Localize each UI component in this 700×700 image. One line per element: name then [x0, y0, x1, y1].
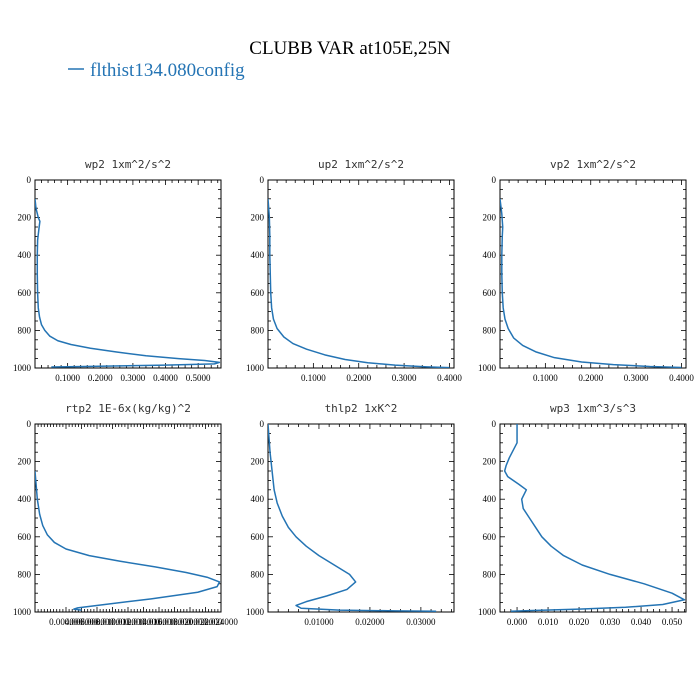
x-tick-label: 0.050	[662, 617, 683, 627]
y-tick-label: 0	[492, 175, 497, 185]
x-tick-label: 0.3000	[624, 373, 649, 383]
x-tick-label: 0.4000	[153, 373, 178, 383]
y-tick-label: 800	[18, 325, 32, 335]
chart-panel-1: wp2 1xm^2/s^2 0 200 400 600 800 1000 0.1000 0.20…	[13, 158, 222, 383]
x-tick-label: 0.4000	[669, 373, 694, 383]
x-tick-label: 0.1000	[533, 373, 558, 383]
x-tick-label: 0.024000	[204, 617, 238, 627]
y-tick-label: 400	[483, 250, 497, 260]
y-tick-label: 0	[27, 419, 32, 429]
x-tick-label: 0.1000	[301, 373, 326, 383]
x-tick-label: 0.02000	[355, 617, 385, 627]
x-tick-label: 0.020000	[173, 617, 207, 627]
figure-title: CLUBB VAR at105E,25N	[249, 38, 451, 59]
y-tick-label: 800	[483, 325, 497, 335]
x-tick-label: 0.030	[600, 617, 621, 627]
plot-frame	[267, 179, 455, 369]
chart-panel-4: rtp2 1E-6x(kg/kg)^2 0 200 400 600 800 1000 0.00…	[13, 402, 238, 627]
plot-frame	[499, 179, 687, 369]
y-tick-label: 400	[483, 494, 497, 504]
x-tick-label: 0.000	[507, 617, 528, 627]
y-tick-label: 200	[251, 457, 265, 467]
y-tick-label: 1000	[246, 607, 265, 617]
x-tick-label: 0.022000	[189, 617, 223, 627]
y-tick-label: 400	[18, 494, 32, 504]
x-tick-label: 0.3000	[121, 373, 146, 383]
panel-grid: wp2 1xm^2/s^2 0 200 400 600 800 1000 0.1000 0.20…	[13, 158, 694, 627]
x-tick-label: 0.008000	[80, 617, 114, 627]
x-tick-label: 0.01000	[304, 617, 334, 627]
y-tick-label: 400	[251, 494, 265, 504]
y-tick-label: 400	[251, 250, 265, 260]
panel-title: thlp2 1xK^2	[325, 402, 398, 415]
panel-title: wp2 1xm^2/s^2	[85, 158, 171, 171]
y-tick-label: 200	[251, 213, 265, 223]
panel-title: rtp2 1E-6x(kg/kg)^2	[65, 402, 191, 415]
series-line-1	[503, 424, 686, 612]
y-tick-label: 1000	[478, 363, 497, 373]
series-line-1	[500, 198, 682, 368]
plot-frame	[34, 423, 222, 613]
panel-title: wp3 1xm^3/s^3	[550, 402, 636, 415]
y-tick-label: 600	[483, 288, 497, 298]
series-line-1	[268, 424, 437, 612]
x-tick-label: 0.010000	[96, 617, 130, 627]
x-tick-label: 0.010	[538, 617, 559, 627]
x-tick-label: 0.2000	[346, 373, 371, 383]
y-tick-label: 200	[483, 457, 497, 467]
x-tick-label: 0.3000	[392, 373, 417, 383]
x-tick-label: 0.018000	[158, 617, 192, 627]
y-tick-label: 200	[18, 457, 32, 467]
y-tick-label: 0	[27, 175, 32, 185]
x-tick-label: 0.4000	[437, 373, 462, 383]
y-tick-label: 800	[251, 569, 265, 579]
series-line-1	[35, 198, 221, 368]
y-tick-label: 0	[492, 419, 497, 429]
panel-title: vp2 1xm^2/s^2	[550, 158, 636, 171]
plot-frame	[267, 423, 455, 613]
plot-frame	[34, 179, 222, 369]
y-tick-label: 600	[483, 532, 497, 542]
chart-panel-6: wp3 1xm^3/s^3 0 200 400 600 800 1000 0.000 0.010…	[478, 402, 687, 627]
x-tick-label: 0.2000	[578, 373, 603, 383]
y-tick-label: 1000	[13, 607, 32, 617]
x-tick-label: 0.004000	[49, 617, 83, 627]
y-tick-label: 1000	[13, 363, 32, 373]
x-tick-label: 0.03000	[406, 617, 436, 627]
y-tick-label: 0	[260, 419, 265, 429]
y-tick-label: 800	[251, 325, 265, 335]
x-tick-label: 0.020	[569, 617, 590, 627]
y-tick-label: 800	[18, 569, 32, 579]
chart-panel-2: up2 1xm^2/s^2 0 200 400 600 800 1000 0.1000 0.20…	[246, 158, 462, 383]
panel-title: up2 1xm^2/s^2	[318, 158, 404, 171]
y-tick-label: 600	[251, 532, 265, 542]
plot-frame	[499, 423, 687, 613]
x-tick-label: 0.012000	[111, 617, 145, 627]
x-tick-label: 0.006000	[65, 617, 99, 627]
y-tick-label: 1000	[246, 363, 265, 373]
series-line-1	[35, 470, 221, 611]
x-tick-label: 0.2000	[88, 373, 113, 383]
y-tick-label: 200	[18, 213, 32, 223]
y-tick-label: 600	[18, 532, 32, 542]
y-tick-label: 1000	[478, 607, 497, 617]
y-tick-label: 200	[483, 213, 497, 223]
x-tick-label: 0.016000	[142, 617, 176, 627]
x-tick-label: 0.5000	[186, 373, 211, 383]
y-tick-label: 800	[483, 569, 497, 579]
y-tick-label: 600	[251, 288, 265, 298]
x-tick-label: 0.040	[631, 617, 652, 627]
x-tick-label: 0.1000	[55, 373, 80, 383]
series-line-1	[268, 198, 450, 368]
y-tick-label: 0	[260, 175, 265, 185]
chart-panel-3: vp2 1xm^2/s^2 0 200 400 600 800 1000 0.1000 0.20…	[478, 158, 694, 383]
y-tick-label: 600	[18, 288, 32, 298]
x-tick-label: 0.014000	[127, 617, 161, 627]
y-tick-label: 400	[18, 250, 32, 260]
chart-panel-5: thlp2 1xK^2 0 200 400 600 800 1000 0.01000 0.020…	[246, 402, 455, 627]
legend-label: flthist134.080config	[90, 60, 245, 81]
